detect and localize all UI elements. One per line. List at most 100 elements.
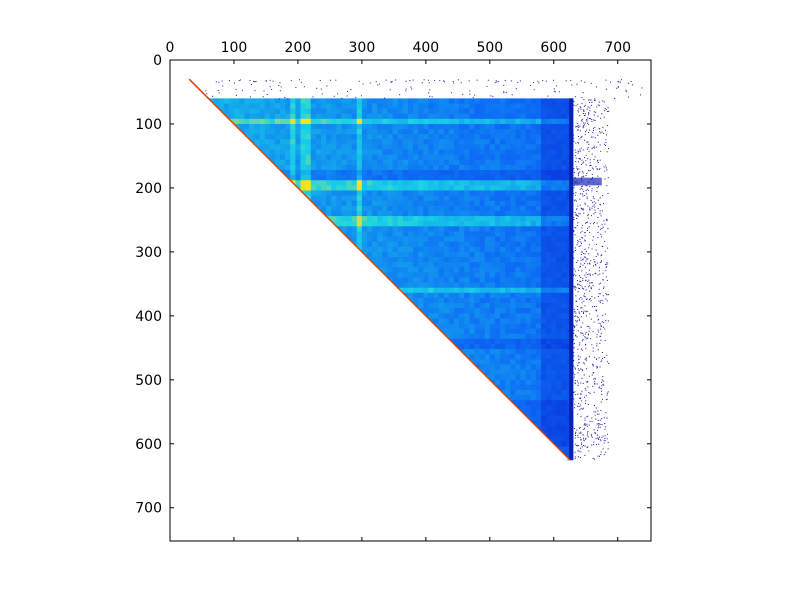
heatmap-cell-868 xyxy=(326,164,332,171)
sparse-point-676 xyxy=(600,339,602,341)
heatmap-cell-2147 xyxy=(494,308,501,314)
heatmap-cell-2520 xyxy=(561,390,568,396)
sparse-point-91 xyxy=(487,79,489,81)
heatmap-cell-1294 xyxy=(535,200,542,207)
heatmap-cell-1022 xyxy=(525,175,532,181)
heatmap-cell-112 xyxy=(418,103,424,110)
heatmap-cell-790 xyxy=(535,154,542,161)
heatmap-cell-1921 xyxy=(556,272,562,278)
heatmap-cell-700 xyxy=(387,149,394,156)
heatmap-cell-2366 xyxy=(530,349,537,355)
sparse-point-458 xyxy=(573,219,575,221)
sparse-point-368 xyxy=(608,147,610,149)
heatmap-cell-2410 xyxy=(535,359,542,365)
heatmap-cell-1622 xyxy=(494,236,501,243)
heatmap-cell-660 xyxy=(500,144,506,151)
heatmap-cell-891 xyxy=(443,164,450,171)
heatmap-cell-1219 xyxy=(418,195,424,202)
sparse-point-1095 xyxy=(576,208,578,210)
heatmap-cell-1131 xyxy=(515,185,522,191)
heatmap-cell-1926 xyxy=(392,277,399,284)
heatmap-cell-2307 xyxy=(469,338,475,345)
heatmap-cell-1857 xyxy=(423,267,429,273)
heatmap-cell-1080 xyxy=(535,180,542,186)
x-tick-label-1: 100 xyxy=(221,40,248,56)
heatmap-cell-2615 xyxy=(561,441,568,447)
sparse-point-150 xyxy=(555,85,557,87)
heatmap-cell-1340 xyxy=(510,205,516,212)
sparse-point-1045 xyxy=(589,209,591,211)
heatmap-cell-1224 xyxy=(443,195,450,202)
heatmap-cell-1308 xyxy=(346,205,353,212)
heatmap-cell-1840 xyxy=(535,262,542,268)
heatmap-cell-1811 xyxy=(387,262,394,268)
heatmap-cell-531 xyxy=(489,134,496,140)
heatmap-cell-2312 xyxy=(494,338,501,345)
heatmap-cell-1544 xyxy=(561,226,568,232)
heatmap-cell-151 xyxy=(259,108,266,115)
sparse-point-925 xyxy=(575,227,577,229)
sparse-point-546 xyxy=(591,444,593,446)
sparse-point-486 xyxy=(574,391,576,393)
heatmap-cell-1698 xyxy=(438,246,445,253)
sparse-point-256 xyxy=(578,450,580,452)
heatmap-cell-1489 xyxy=(520,221,527,227)
heatmap-cell-554 xyxy=(280,139,286,145)
sparse-point-352 xyxy=(600,204,602,206)
sparse-point-633 xyxy=(605,108,607,110)
heatmap-cell-601 xyxy=(520,139,527,145)
sparse-point-148 xyxy=(443,80,445,82)
heatmap-cell-2224 xyxy=(443,323,450,330)
heatmap-cell-1930 xyxy=(413,277,419,284)
heatmap-cell-295 xyxy=(295,118,301,125)
heatmap-cell-903 xyxy=(505,164,511,171)
heatmap-cell-48 xyxy=(453,98,460,104)
heatmap-cell-969 xyxy=(546,170,552,176)
heatmap-cell-615 xyxy=(269,144,276,151)
heatmap-cell-1227 xyxy=(459,195,465,202)
heatmap-cell-1071 xyxy=(489,180,496,186)
heatmap-cell-627 xyxy=(331,144,337,151)
sparse-point-990 xyxy=(581,444,583,446)
sparse-point-659 xyxy=(580,150,582,152)
sparse-point-722 xyxy=(580,431,582,433)
heatmap-cell-967 xyxy=(535,170,542,176)
sparse-point-1047 xyxy=(601,394,603,396)
y-tick-label-4: 400 xyxy=(135,309,162,325)
heatmap-cell-1674 xyxy=(535,241,542,248)
heatmap-cell-1523 xyxy=(453,226,460,232)
heatmap-cell-1372 xyxy=(418,210,424,217)
heatmap-cell-1097 xyxy=(341,185,348,191)
sparse-point-590 xyxy=(601,418,603,420)
heatmap-cell-989 xyxy=(356,175,363,181)
sparse-point-187 xyxy=(578,173,580,175)
heatmap-cell-561 xyxy=(315,139,322,145)
heatmap-cell-124 xyxy=(479,103,486,110)
sparse-point-92 xyxy=(284,97,286,99)
sparse-point-977 xyxy=(588,279,590,281)
sparse-point-279 xyxy=(578,108,580,110)
heatmap-cell-2124 xyxy=(535,303,542,309)
sparse-point-463 xyxy=(577,222,579,224)
heatmap-cell-2481 xyxy=(520,379,527,386)
sparse-point-809 xyxy=(596,343,598,345)
heatmap-cell-1758 xyxy=(530,251,537,258)
heatmap-cell-450 xyxy=(407,129,414,135)
heatmap-cell-734 xyxy=(561,149,568,156)
sparse-point-378 xyxy=(606,392,608,394)
heatmap-cell-1564 xyxy=(428,231,435,238)
heatmap-cell-2255 xyxy=(464,328,470,335)
heatmap-cell-100 xyxy=(356,103,363,110)
heatmap-cell-901 xyxy=(494,164,501,171)
heatmap-cell-1794 xyxy=(505,257,511,263)
sparse-point-271 xyxy=(583,440,585,442)
sparse-point-453 xyxy=(596,262,598,264)
heatmap-cell-2487 xyxy=(551,379,557,386)
heatmap-cell-1154 xyxy=(356,190,363,197)
heatmap-cell-2440 xyxy=(489,369,496,376)
heatmap-cell-694 xyxy=(356,149,363,156)
sparse-point-917 xyxy=(593,371,595,373)
sparse-point-832 xyxy=(574,451,576,453)
sparse-point-269 xyxy=(585,280,587,282)
heatmap-cell-614 xyxy=(264,144,271,151)
